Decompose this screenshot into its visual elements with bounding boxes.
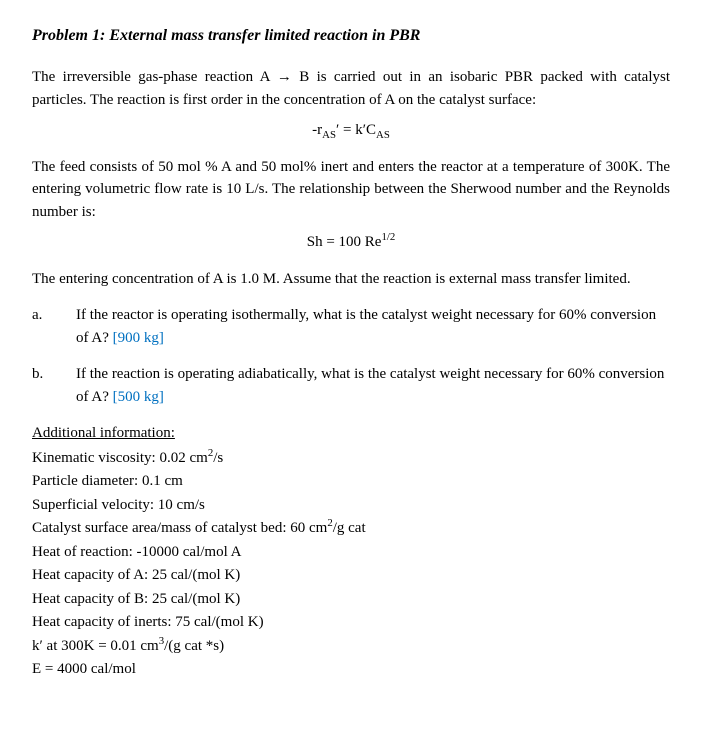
info-line: Heat capacity of B: 25 cal/(mol K) bbox=[32, 588, 670, 611]
additional-info-heading: Additional information: bbox=[32, 422, 670, 445]
info-line: E = 4000 cal/mol bbox=[32, 658, 670, 681]
info-line: Particle diameter: 0.1 cm bbox=[32, 470, 670, 493]
paragraph-3: The entering concentration of A is 1.0 M… bbox=[32, 268, 670, 291]
sub-part-answer: [900 kg] bbox=[113, 330, 164, 346]
info-line: Superficial velocity: 10 cm/s bbox=[32, 494, 670, 517]
sub-part-letter: b. bbox=[32, 363, 76, 408]
sub-part: b.If the reaction is operating adiabatic… bbox=[32, 363, 670, 408]
equation-2: Sh = 100 Re1/2 bbox=[32, 231, 670, 254]
info-line: Heat of reaction: -10000 cal/mol A bbox=[32, 541, 670, 564]
paragraph-2: The feed consists of 50 mol % A and 50 m… bbox=[32, 156, 670, 224]
sub-part-text: If the reaction is operating adiabatical… bbox=[76, 363, 670, 408]
sub-part: a.If the reactor is operating isothermal… bbox=[32, 304, 670, 349]
info-line: Catalyst surface area/mass of catalyst b… bbox=[32, 517, 670, 540]
sub-part-question: If the reaction is operating adiabatical… bbox=[76, 366, 664, 405]
info-line: Kinematic viscosity: 0.02 cm2/s bbox=[32, 447, 670, 470]
sub-part-answer: [500 kg] bbox=[113, 389, 164, 405]
info-line: Heat capacity of inerts: 75 cal/(mol K) bbox=[32, 611, 670, 634]
sub-part-text: If the reactor is operating isothermally… bbox=[76, 304, 670, 349]
paragraph-1: The irreversible gas-phase reaction A → … bbox=[32, 66, 670, 111]
sub-part-letter: a. bbox=[32, 304, 76, 349]
problem-title: Problem 1: External mass transfer limite… bbox=[32, 24, 670, 48]
info-line: Heat capacity of A: 25 cal/(mol K) bbox=[32, 564, 670, 587]
info-line: k′ at 300K = 0.01 cm3/(g cat *s) bbox=[32, 635, 670, 658]
equation-1: -rAS′ = k′CAS bbox=[32, 119, 670, 142]
